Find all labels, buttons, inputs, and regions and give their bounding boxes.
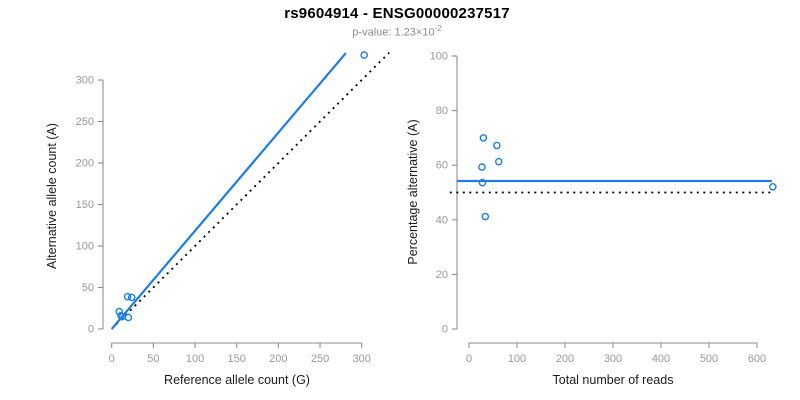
x-axis-title: Total number of reads xyxy=(553,373,674,387)
y-tick-label: 100 xyxy=(430,51,448,63)
x-tick-label: 400 xyxy=(652,353,670,365)
x-tick-label: 100 xyxy=(186,353,204,365)
y-tick-label: 100 xyxy=(76,241,94,253)
y-tick-label: 0 xyxy=(442,324,448,336)
x-tick-label: 500 xyxy=(700,353,718,365)
x-tick-label: 200 xyxy=(556,353,574,365)
y-axis-title: Alternative allele count (A) xyxy=(45,123,59,269)
data-point xyxy=(360,51,369,59)
x-tick-label: 200 xyxy=(269,353,287,365)
data-point xyxy=(115,307,123,316)
y-tick-label: 300 xyxy=(76,75,94,87)
x-tick-label: 600 xyxy=(748,353,766,365)
x-tick-label: 150 xyxy=(228,353,246,365)
y-tick-label: 150 xyxy=(76,199,94,211)
x-tick-label: 100 xyxy=(508,353,526,365)
data-point xyxy=(479,134,488,142)
x-tick-label: 250 xyxy=(311,353,329,365)
y-axis-title: Percentage alternative (A) xyxy=(406,119,420,264)
x-tick-label: 0 xyxy=(466,353,472,365)
data-point xyxy=(478,163,486,171)
y-tick-label: 80 xyxy=(436,105,448,117)
identity-line xyxy=(111,51,390,330)
data-point xyxy=(127,293,136,302)
data-point xyxy=(478,178,487,187)
data-point xyxy=(769,182,777,191)
pvalue-exponent: -2 xyxy=(434,24,442,33)
data-point xyxy=(123,292,132,301)
y-tick-label: 50 xyxy=(82,282,94,294)
data-point xyxy=(124,313,133,322)
x-axis-title: Reference allele count (G) xyxy=(164,373,310,387)
data-point xyxy=(481,212,490,221)
x-tick-label: 300 xyxy=(604,353,622,365)
pvalue-text: p-value: 1.23×10 xyxy=(352,26,435,39)
figure-title: rs9604914 - ENSG00000237517 xyxy=(284,5,510,22)
data-point xyxy=(493,141,501,150)
figure-subtitle: p-value: 1.23×10-2 xyxy=(0,24,794,39)
y-tick-label: 20 xyxy=(436,269,448,281)
data-point xyxy=(494,157,503,166)
y-tick-label: 60 xyxy=(436,160,448,172)
x-tick-label: 300 xyxy=(353,353,371,365)
y-tick-label: 250 xyxy=(76,116,94,128)
x-tick-label: 0 xyxy=(109,353,115,365)
x-tick-label: 50 xyxy=(147,353,159,365)
fit-line xyxy=(110,52,347,330)
y-tick-label: 40 xyxy=(436,214,448,226)
y-tick-label: 200 xyxy=(76,158,94,170)
y-tick-label: 0 xyxy=(88,324,94,336)
